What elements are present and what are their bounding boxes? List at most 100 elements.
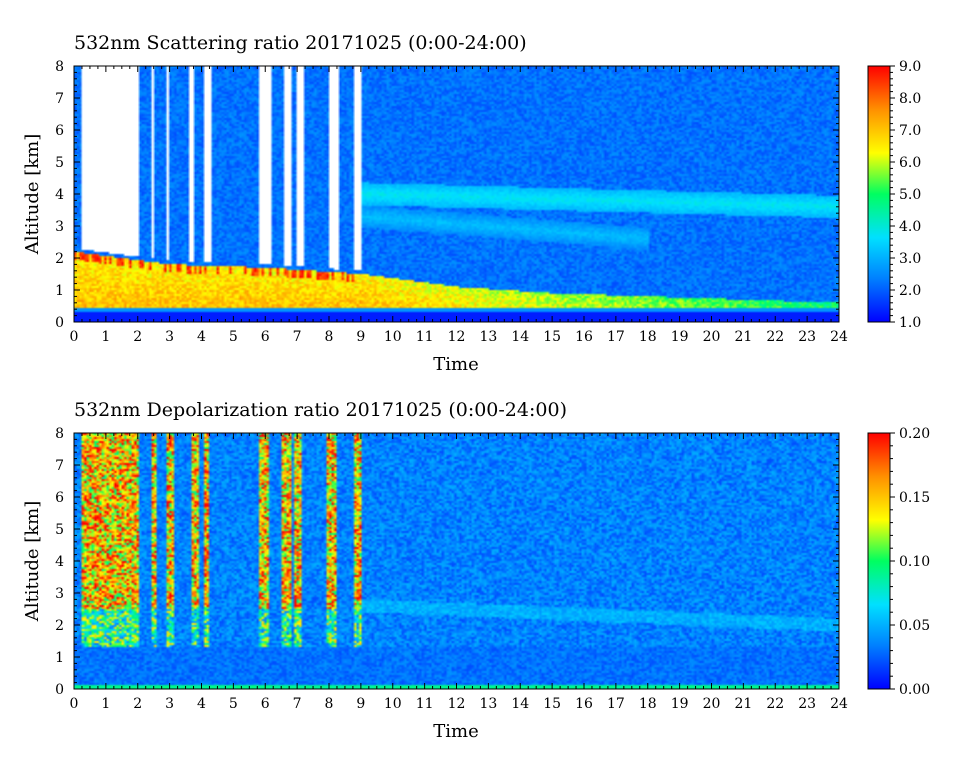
y-tick-label: 8 [55,426,64,442]
x-tick-label: 0 [70,696,79,712]
y-axis-ticks: 0 1 2 3 4 5 6 7 8 [55,59,839,331]
x-axis-label: Time [433,354,478,375]
x-tick-label: 2 [133,329,142,345]
y-tick-label: 3 [55,219,64,235]
y-tick-label: 0 [55,682,64,698]
x-tick-label: 6 [261,696,270,712]
colorbar-tick-label: 7.0 [899,123,921,139]
x-tick-label: 10 [384,696,402,712]
heatmap-image [74,66,839,322]
x-tick-label: 23 [798,329,816,345]
x-tick-label: 22 [766,329,784,345]
colorbar-tick-label: 6.0 [899,155,921,171]
x-tick-label: 14 [511,329,529,345]
x-tick-label: 4 [197,696,206,712]
colorbar-tick-label: 2.0 [899,283,921,299]
colorbar-tick-label: 3.0 [899,251,921,267]
colorbar-tick-label: 0.20 [899,426,930,442]
y-tick-label: 5 [55,155,64,171]
heatmap-image [74,433,839,689]
y-tick-label: 1 [55,650,64,666]
x-tick-label: 21 [734,696,752,712]
x-tick-label: 16 [575,329,593,345]
x-tick-label: 23 [798,696,816,712]
x-tick-label: 22 [766,696,784,712]
x-tick-label: 14 [511,696,529,712]
x-tick-label: 19 [671,696,689,712]
x-tick-label: 9 [356,329,365,345]
y-tick-label: 8 [55,59,64,75]
colorbar-tick-label: 5.0 [899,187,921,203]
y-tick-label: 7 [55,458,64,474]
panel-depolarization: 532nm Depolarization ratio 20171025 (0:0… [22,399,930,742]
x-tick-label: 0 [70,329,79,345]
x-tick-label: 19 [671,329,689,345]
x-tick-label: 17 [607,329,625,345]
x-tick-label: 1 [101,329,110,345]
x-tick-label: 15 [543,329,561,345]
x-tick-label: 24 [830,696,848,712]
y-tick-label: 4 [55,187,64,203]
y-axis-label: Altitude [km] [22,501,43,623]
x-tick-label: 20 [703,329,721,345]
x-tick-label: 8 [325,696,334,712]
x-tick-label: 11 [416,696,434,712]
y-tick-label: 2 [55,618,64,634]
x-tick-label: 15 [543,696,561,712]
x-tick-label: 11 [416,329,434,345]
y-tick-label: 2 [55,251,64,267]
colorbar-tick-label: 0.10 [899,554,930,570]
colorbar-tick-label: 8.0 [899,91,921,107]
y-tick-label: 6 [55,123,64,139]
x-tick-label: 7 [293,329,302,345]
y-tick-label: 3 [55,586,64,602]
x-tick-label: 7 [293,696,302,712]
x-tick-label: 18 [639,696,657,712]
panel-title: 532nm Scattering ratio 20171025 (0:00-24… [74,32,527,54]
x-tick-label: 24 [830,329,848,345]
y-tick-label: 6 [55,490,64,506]
y-tick-label: 0 [55,315,64,331]
x-tick-label: 8 [325,329,334,345]
x-tick-label: 13 [479,329,497,345]
x-axis-ticks: 0 1 2 3 4 5 6 7 8 9 10 11 12 13 14 15 16 17 18 19 20 21 22 23 24 [70,433,848,712]
x-tick-label: 13 [479,696,497,712]
x-tick-label: 5 [229,696,238,712]
x-axis-ticks: 0 1 2 3 4 5 6 7 8 9 10 11 12 13 14 15 16 17 18 19 20 21 22 23 24 [70,66,848,345]
x-tick-label: 3 [165,329,174,345]
y-axis-ticks: 0 1 2 3 4 5 6 7 8 [55,426,839,698]
x-tick-label: 5 [229,329,238,345]
x-tick-label: 16 [575,696,593,712]
x-tick-label: 17 [607,696,625,712]
colorbar-tick-label: 0.00 [899,682,930,698]
x-tick-label: 12 [448,696,466,712]
y-tick-label: 5 [55,522,64,538]
panel-scattering: 532nm Scattering ratio 20171025 (0:00-24… [22,32,921,375]
colorbar [867,432,891,690]
x-tick-label: 3 [165,696,174,712]
x-tick-label: 6 [261,329,270,345]
x-tick-label: 10 [384,329,402,345]
colorbar-tick-label: 9.0 [899,59,921,75]
x-axis-label: Time [433,721,478,742]
colorbar-tick-label: 1.0 [899,315,921,331]
x-tick-label: 9 [356,696,365,712]
panel-title: 532nm Depolarization ratio 20171025 (0:0… [74,399,567,421]
colorbar-ticks: 0.00 0.05 0.10 0.15 0.20 [890,426,930,698]
y-tick-label: 4 [55,554,64,570]
colorbar-ticks: 1.0 2.0 3.0 4.0 5.0 6.0 7.0 8.0 9.0 [890,59,921,331]
y-axis-label: Altitude [km] [22,134,43,256]
x-tick-label: 12 [448,329,466,345]
x-tick-label: 18 [639,329,657,345]
colorbar-tick-label: 0.15 [899,490,930,506]
y-tick-label: 1 [55,283,64,299]
colorbar [867,65,891,323]
x-tick-label: 21 [734,329,752,345]
colorbar-tick-label: 0.05 [899,618,930,634]
colorbar-tick-label: 4.0 [899,219,921,235]
y-tick-label: 7 [55,91,64,107]
x-tick-label: 4 [197,329,206,345]
x-tick-label: 20 [703,696,721,712]
x-tick-label: 1 [101,696,110,712]
